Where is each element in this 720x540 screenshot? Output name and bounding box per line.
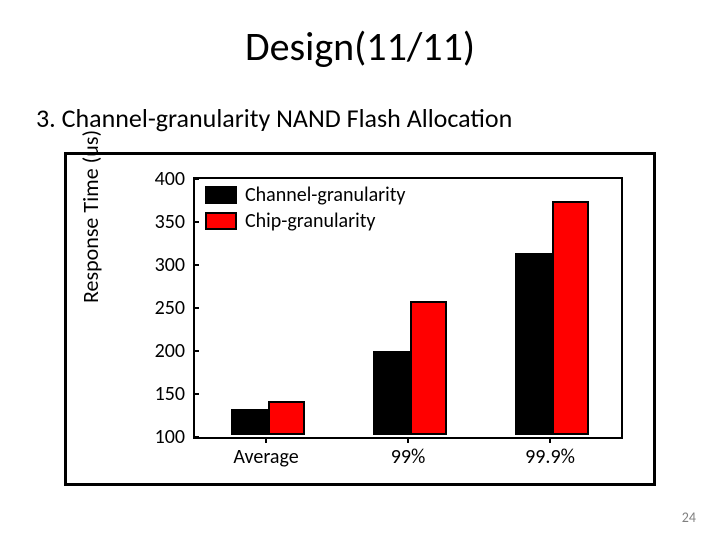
legend-label: Chip-granularity bbox=[245, 209, 375, 233]
bar bbox=[410, 301, 447, 435]
y-tick-label: 350 bbox=[145, 210, 185, 234]
x-tick-label: Average bbox=[233, 445, 298, 469]
legend-swatch bbox=[205, 212, 237, 230]
legend-label: Channel-granularity bbox=[245, 183, 406, 207]
bar bbox=[373, 351, 410, 435]
bar bbox=[515, 253, 552, 435]
bar bbox=[552, 201, 589, 435]
y-tick-mark bbox=[193, 221, 199, 223]
y-tick-mark bbox=[193, 264, 199, 266]
slide-title: Design(11/11) bbox=[0, 22, 720, 71]
legend: Channel-granularity Chip-granularity bbox=[205, 183, 406, 235]
y-tick-label: 100 bbox=[145, 425, 185, 449]
y-axis-label: Response Time (us) bbox=[77, 130, 104, 303]
y-tick-label: 150 bbox=[145, 382, 185, 406]
y-tick-mark bbox=[193, 307, 199, 309]
x-tick-label: 99.9% bbox=[525, 445, 575, 469]
y-tick-mark bbox=[193, 178, 199, 180]
bar bbox=[231, 409, 268, 435]
chart-container: Response Time (us) Channel-granularity C… bbox=[64, 152, 656, 486]
y-tick-label: 200 bbox=[145, 339, 185, 363]
bar bbox=[268, 401, 305, 435]
y-tick-mark bbox=[193, 436, 199, 438]
y-tick-label: 250 bbox=[145, 296, 185, 320]
x-tick-mark bbox=[407, 437, 409, 443]
slide-subtitle: 3. Channel-granularity NAND Flash Alloca… bbox=[36, 102, 512, 134]
y-tick-label: 400 bbox=[145, 167, 185, 191]
y-tick-mark bbox=[193, 350, 199, 352]
x-tick-label: 99% bbox=[391, 445, 426, 469]
legend-item: Channel-granularity bbox=[205, 183, 406, 207]
x-tick-mark bbox=[265, 437, 267, 443]
page-number: 24 bbox=[682, 509, 696, 526]
x-tick-mark bbox=[549, 437, 551, 443]
legend-item: Chip-granularity bbox=[205, 209, 406, 233]
y-tick-label: 300 bbox=[145, 253, 185, 277]
y-tick-mark bbox=[193, 393, 199, 395]
legend-swatch bbox=[205, 186, 237, 204]
